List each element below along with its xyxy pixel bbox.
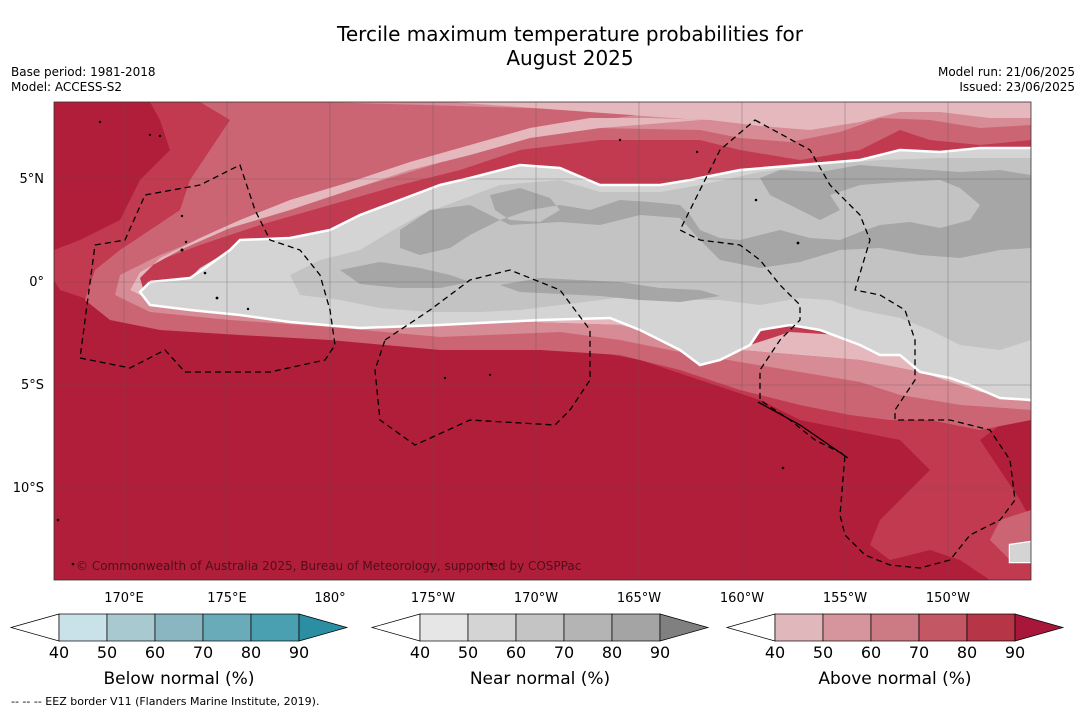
colorbar-segment (563, 613, 613, 642)
above-normal-50-60-region (115, 102, 1031, 410)
colorbar-segment (966, 613, 1016, 642)
colorbar-tick-label: 40 (765, 643, 785, 662)
colorbar-title: Near normal (%) (470, 669, 610, 689)
colorbar-extend-low (370, 613, 421, 642)
lon-label: 180° (314, 591, 345, 606)
colorbar-tick-label: 90 (289, 643, 309, 662)
colorbar-extend-high (1014, 613, 1065, 642)
colorbar-near-normal: 40 50 60 70 80 90 Near normal (%) (370, 613, 710, 689)
colorbar-tick-label: 50 (458, 643, 478, 662)
colorbar-tick-label: 90 (650, 643, 670, 662)
model-name: Model: ACCESS-S2 (11, 80, 123, 94)
lon-label: 175°E (207, 591, 247, 606)
copyright-text: © Commonwealth of Australia 2025, Bureau… (76, 559, 581, 573)
colorbar-tick-label: 60 (145, 643, 165, 662)
colorbar-segment (58, 613, 108, 642)
colorbar-extend-high (298, 613, 349, 642)
lon-label: 170°E (104, 591, 144, 606)
colorbar-segment (202, 613, 252, 642)
colorbar-tick-label: 90 (1005, 643, 1025, 662)
colorbar-segment (106, 613, 156, 642)
colorbar-extend-high (659, 613, 710, 642)
island-markers (56, 120, 800, 566)
colorbar-segment (515, 613, 565, 642)
colorbar-segment (774, 613, 824, 642)
colorbar-segment (419, 613, 469, 642)
lon-label: 170°W (514, 591, 558, 606)
lon-label: 150°W (926, 591, 970, 606)
lon-label: 175°W (411, 591, 455, 606)
lat-labels: 5°N 0° 5°S 10°S (13, 172, 44, 496)
colorbar-extend-low (725, 613, 776, 642)
gridlines (54, 102, 1031, 580)
lat-label: 0° (29, 275, 44, 290)
eez-tuvalu (79, 164, 336, 373)
meta-right: Model run: 21/06/2025 Issued: 23/06/2025 (938, 65, 1075, 95)
title-line-1: Tercile maximum temperature probabilitie… (337, 22, 803, 46)
colorbar-tick-label: 60 (861, 643, 881, 662)
title-line-2: August 2025 (506, 46, 634, 70)
lon-label: 160°W (720, 591, 764, 606)
colorbar-tick-label: 40 (49, 643, 69, 662)
meta-left: Base period: 1981-2018 Model: ACCESS-S2 (11, 65, 156, 95)
colorbar-tick-label: 40 (410, 643, 430, 662)
colorbar-tick-label: 60 (506, 643, 526, 662)
lon-label: 155°W (823, 591, 867, 606)
colorbar-above-normal: 40 50 60 70 80 90 Above normal (%) (725, 613, 1065, 689)
colorbar-title: Above normal (%) (818, 669, 971, 689)
model-run: Model run: 21/06/2025 (937, 65, 1075, 79)
lat-label: 5°N (20, 172, 45, 187)
colorbar-tick-label: 50 (813, 643, 833, 662)
colorbar-segment (154, 613, 204, 642)
colorbar-tick-label: 70 (554, 643, 574, 662)
lon-label: 165°W (617, 591, 661, 606)
colorbar-segment (611, 613, 661, 642)
colorbar-title: Below normal (%) (104, 669, 255, 689)
colorbar-segment (822, 613, 872, 642)
eez-footnote: -- -- -- EEZ border V11 (Flanders Marine… (11, 695, 320, 708)
lon-labels: 170°E 175°E 180° 175°W 170°W 165°W 160°W… (104, 591, 970, 606)
colorbar-segment (467, 613, 517, 642)
base-period: Base period: 1981-2018 (11, 65, 156, 79)
eez-phoenix-islands (374, 269, 591, 446)
lat-label: 10°S (13, 481, 44, 496)
eez-borders (79, 119, 1016, 569)
near-normal-50-60-region (290, 158, 1031, 350)
map-frame (53, 101, 1032, 581)
issued-date: Issued: 23/06/2025 (959, 80, 1075, 94)
colorbars: 40 50 60 70 80 90 Below normal (%) 40 50 60 70 80… (9, 613, 1065, 689)
colorbar-tick-label: 80 (241, 643, 261, 662)
map-title: Tercile maximum temperature probabilitie… (0, 22, 1085, 70)
colorbar-extend-low (9, 613, 60, 642)
eez-solid-segment (757, 401, 849, 459)
colorbar-tick-label: 50 (97, 643, 117, 662)
colorbar-segment (918, 613, 968, 642)
near-normal-60-70-region (340, 165, 1031, 302)
eez-line-islands (679, 119, 1016, 569)
lat-label: 5°S (21, 378, 44, 393)
colorbar-segment (250, 613, 300, 642)
colorbar-tick-label: 80 (957, 643, 977, 662)
colorbar-tick-label: 70 (909, 643, 929, 662)
colorbar-below-normal: 40 50 60 70 80 90 Below normal (%) (9, 613, 349, 689)
colorbar-tick-label: 80 (602, 643, 622, 662)
map-area (54, 102, 1031, 580)
near-normal-small-patch (1010, 542, 1031, 562)
colorbar-segment (870, 613, 920, 642)
colorbar-tick-label: 70 (193, 643, 213, 662)
